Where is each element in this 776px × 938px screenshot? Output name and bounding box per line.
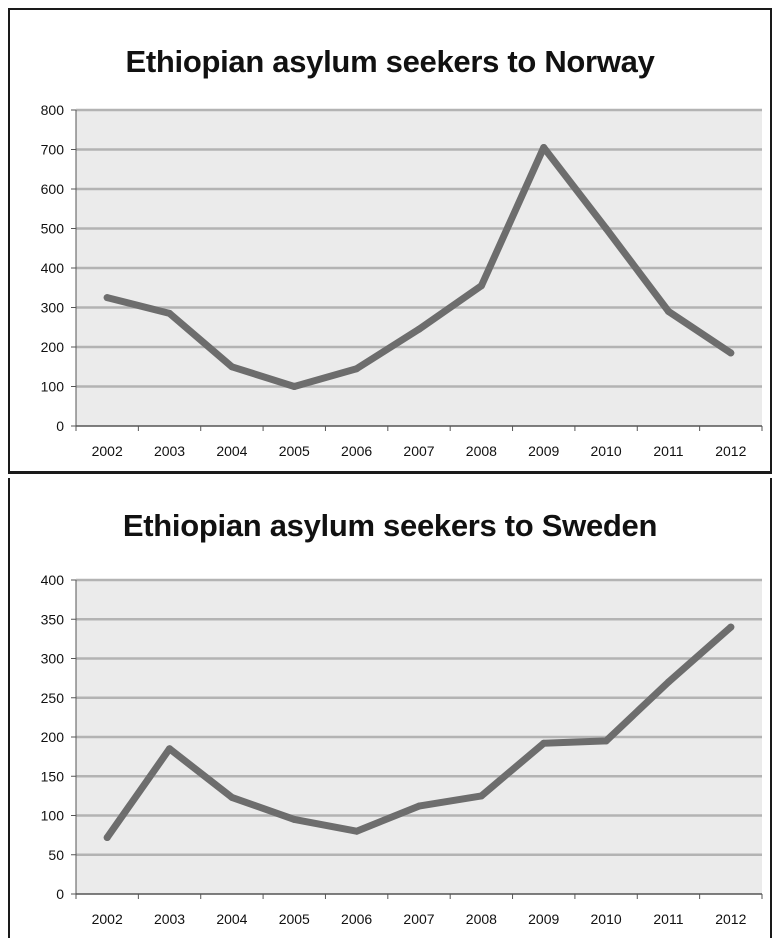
chart-title: Ethiopian asylum seekers to Norway (125, 44, 655, 79)
x-tick-label: 2007 (403, 911, 434, 927)
data-point (415, 325, 423, 333)
data-point (353, 365, 361, 373)
x-tick-label: 2006 (341, 911, 372, 927)
data-point (166, 745, 174, 753)
data-point (602, 737, 610, 745)
data-point (727, 349, 735, 357)
x-tick-label: 2004 (216, 443, 247, 459)
y-tick-label: 0 (56, 886, 64, 902)
x-tick-label: 2003 (154, 443, 185, 459)
y-tick-label: 700 (41, 142, 65, 158)
sweden-line-chart: 0 50 100 150 200 250 300 350 400 2002 2003 2004 2005… (41, 572, 763, 927)
y-tick-label: 50 (48, 847, 64, 863)
data-point (477, 282, 485, 290)
data-point (477, 792, 485, 800)
y-tick-label: 600 (41, 181, 65, 197)
x-tick-label: 2002 (92, 443, 123, 459)
data-point (353, 827, 361, 835)
y-tick-label: 200 (41, 339, 65, 355)
data-point (540, 739, 548, 747)
x-tick-label: 2006 (341, 443, 372, 459)
y-tick-label: 350 (41, 611, 65, 627)
data-point (228, 363, 236, 371)
data-point (602, 225, 610, 232)
y-tick-label: 400 (41, 260, 65, 276)
x-tick-label: 2012 (715, 443, 746, 459)
data-point (290, 383, 298, 390)
x-tick-label: 2008 (466, 443, 497, 459)
y-tick-label: 200 (41, 729, 65, 745)
norway-line-chart: 0 100 200 300 400 500 600 700 800 2002 2003 2004 200… (41, 102, 763, 459)
y-tick-label: 0 (56, 418, 64, 434)
data-point (166, 309, 174, 317)
y-tick-label: 100 (41, 808, 65, 824)
y-tick-label: 500 (41, 221, 65, 237)
y-tick-label: 150 (41, 768, 65, 784)
x-tick-label: 2005 (279, 443, 310, 459)
data-point (664, 678, 672, 686)
data-point (290, 815, 298, 823)
y-tick-label: 300 (41, 651, 65, 667)
x-tick-label: 2003 (154, 911, 185, 927)
data-point (664, 307, 672, 315)
x-tick-label: 2002 (92, 911, 123, 927)
x-tick-label: 2010 (591, 443, 622, 459)
data-point (103, 833, 111, 841)
y-tick-label: 400 (41, 572, 65, 588)
x-tick-label: 2011 (653, 911, 683, 927)
data-point (103, 294, 111, 302)
chart-title: Ethiopian asylum seekers to Sweden (122, 508, 658, 543)
x-tick-label: 2009 (528, 911, 559, 927)
data-point (727, 623, 735, 631)
sweden-chart-panel: Ethiopian asylum seekers to Sweden 0 50 10… (8, 478, 772, 938)
data-point (415, 802, 423, 810)
y-tick-label: 300 (41, 300, 65, 316)
x-tick-label: 2009 (528, 443, 559, 459)
data-point (540, 144, 548, 152)
x-tick-label: 2011 (653, 443, 683, 459)
x-tick-label: 2004 (216, 911, 247, 927)
data-point (228, 793, 236, 801)
y-tick-label: 250 (41, 690, 65, 706)
x-tick-label: 2012 (715, 911, 746, 927)
x-tick-label: 2010 (591, 911, 622, 927)
x-tick-label: 2008 (466, 911, 497, 927)
x-tick-label: 2007 (403, 443, 434, 459)
x-tick-label: 2005 (279, 911, 310, 927)
norway-chart-panel: Ethiopian asylum seekers to Norway 0 100 2… (8, 8, 772, 474)
y-tick-label: 100 (41, 379, 65, 395)
y-tick-label: 800 (41, 102, 65, 118)
